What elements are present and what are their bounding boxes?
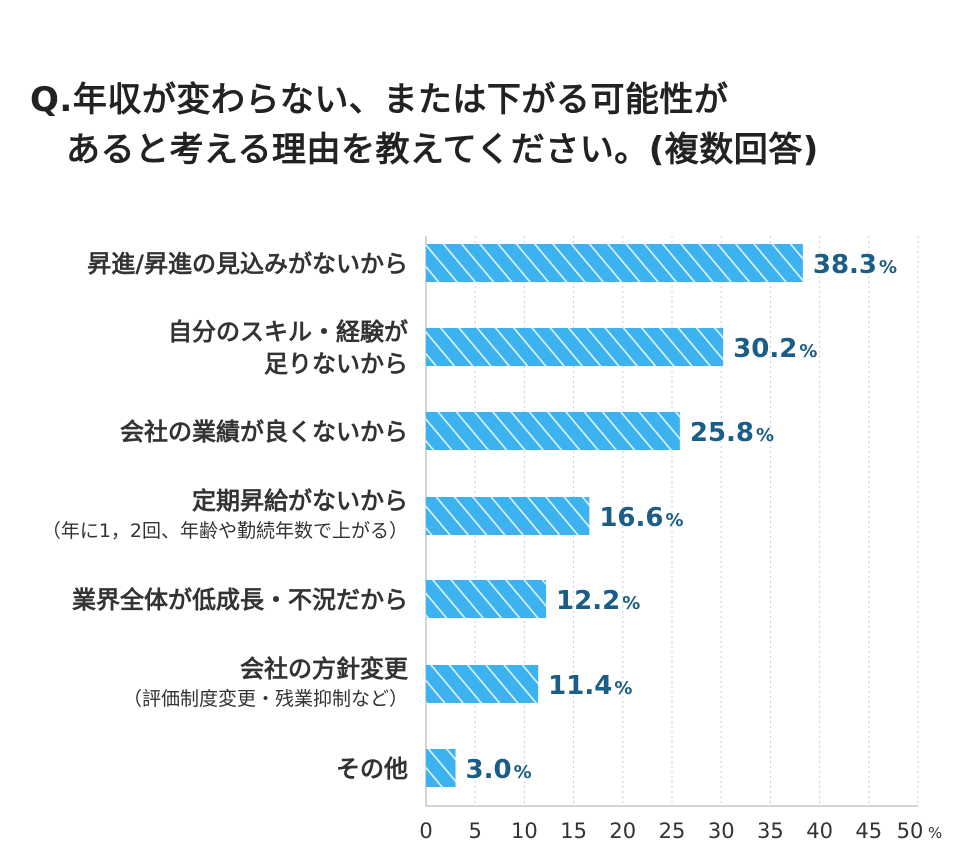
x-tick-label: 40 bbox=[806, 819, 833, 843]
x-tick-label: 30 bbox=[708, 819, 735, 843]
value-label: 38.3% bbox=[813, 250, 897, 280]
value-unit: % bbox=[614, 678, 632, 699]
bar bbox=[426, 665, 539, 703]
value-label: 25.8% bbox=[690, 418, 774, 448]
value-label: 30.2% bbox=[733, 334, 817, 364]
category-sublabel: （評価制度変更・残業抑制など） bbox=[123, 688, 408, 710]
title-line-2: あると考える理由を教えてください。(複数回答) bbox=[66, 130, 819, 170]
category-label: 定期昇給がないから bbox=[192, 487, 408, 515]
title-line-1: Q.年収が変わらない、または下がる可能性が bbox=[30, 80, 729, 120]
category-label: 会社の業績が良くないから bbox=[120, 418, 408, 446]
category-label: 昇進/昇進の見込みがないから bbox=[87, 250, 408, 278]
x-tick-label: 20 bbox=[609, 819, 636, 843]
category-label: 自分のスキル・経験が bbox=[168, 318, 408, 346]
x-tick-label: 5 bbox=[469, 819, 482, 843]
value-unit: % bbox=[799, 341, 817, 362]
bar bbox=[426, 412, 680, 450]
x-tick-label: 35 bbox=[757, 819, 784, 843]
value-label: 16.6% bbox=[599, 503, 683, 533]
x-tick-label: 25 bbox=[659, 819, 686, 843]
value-label: 12.2% bbox=[556, 586, 640, 616]
category-label: 会社の方針変更 bbox=[240, 655, 409, 683]
category-label: 業界全体が低成長・不況だから bbox=[72, 586, 408, 614]
category-label: 足りないから bbox=[264, 350, 408, 378]
x-tick-label: 10 bbox=[511, 819, 538, 843]
bar bbox=[426, 497, 590, 535]
value-label: 11.4% bbox=[548, 671, 632, 701]
category-label: その他 bbox=[336, 755, 408, 783]
category-sublabel: （年に1，2回、年齢や勤続年数で上がる） bbox=[42, 520, 408, 542]
x-tick-label: 15 bbox=[560, 819, 587, 843]
x-tick-label: 45 bbox=[855, 819, 882, 843]
value-unit: % bbox=[879, 257, 897, 278]
value-unit: % bbox=[514, 762, 532, 783]
bar bbox=[426, 749, 456, 787]
value-label: 3.0% bbox=[466, 755, 532, 785]
value-unit: % bbox=[622, 593, 640, 614]
x-tick-label: 0 bbox=[419, 819, 432, 843]
x-tick-label: 50 bbox=[897, 819, 924, 843]
chart-title: Q.年収が変わらない、または下がる可能性が あると考える理由を教えてください。(… bbox=[0, 0, 960, 200]
value-unit: % bbox=[666, 510, 684, 531]
bar bbox=[426, 580, 547, 618]
bar bbox=[426, 244, 803, 282]
bar bbox=[426, 328, 724, 366]
x-tick-unit: % bbox=[928, 824, 942, 842]
value-unit: % bbox=[756, 425, 774, 446]
